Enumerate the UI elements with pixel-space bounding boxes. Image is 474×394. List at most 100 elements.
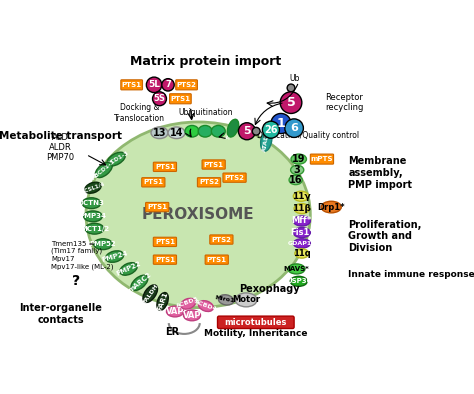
Text: 13: 13 — [153, 128, 166, 138]
Text: Motor: Motor — [232, 296, 260, 305]
Ellipse shape — [211, 125, 225, 137]
Text: ACBD4: ACBD4 — [194, 300, 218, 312]
Ellipse shape — [321, 201, 341, 213]
Text: Innate immune response: Innate immune response — [348, 270, 474, 279]
Text: PMP34: PMP34 — [80, 213, 107, 219]
Ellipse shape — [293, 239, 310, 248]
Text: ABCD1-3: ABCD1-3 — [91, 159, 117, 181]
Text: mPTS: mPTS — [310, 156, 333, 162]
Text: 5: 5 — [287, 96, 295, 109]
Text: PMP52: PMP52 — [90, 241, 116, 247]
Text: microtubules: microtubules — [224, 318, 287, 327]
FancyBboxPatch shape — [153, 162, 176, 171]
Text: FALDH: FALDH — [142, 283, 159, 305]
Text: 11q: 11q — [293, 249, 311, 258]
Ellipse shape — [94, 239, 112, 250]
Text: PTS1: PTS1 — [155, 164, 175, 170]
Text: Motility, Inheritance: Motility, Inheritance — [204, 329, 307, 338]
Text: ?: ? — [72, 273, 80, 288]
Ellipse shape — [85, 223, 104, 234]
FancyBboxPatch shape — [223, 173, 246, 182]
Circle shape — [238, 123, 255, 140]
Text: Ub: Ub — [289, 74, 299, 83]
FancyBboxPatch shape — [176, 80, 197, 90]
Ellipse shape — [228, 119, 239, 137]
Text: Mpv17
Mpv17-like (ML-2): Mpv17 Mpv17-like (ML-2) — [51, 256, 114, 269]
Text: PMP24: PMP24 — [101, 250, 128, 263]
Circle shape — [285, 119, 303, 138]
Text: Drp1*: Drp1* — [318, 203, 345, 212]
Text: MAVS*: MAVS* — [283, 266, 310, 272]
Ellipse shape — [131, 275, 148, 290]
Text: Fis1*: Fis1* — [290, 228, 314, 237]
Text: 5S: 5S — [154, 94, 165, 103]
Text: ATAD1: ATAD1 — [262, 129, 271, 152]
Text: 5: 5 — [243, 126, 251, 136]
Text: ACBD5: ACBD5 — [176, 297, 200, 309]
Ellipse shape — [82, 198, 100, 208]
Text: 3: 3 — [294, 165, 301, 175]
Text: PTS1: PTS1 — [207, 256, 227, 263]
Text: ACSL1/4: ACSL1/4 — [80, 181, 106, 194]
Text: Receptor
recycling: Receptor recycling — [325, 93, 364, 112]
Text: PMP22: PMP22 — [115, 260, 142, 277]
Ellipse shape — [86, 122, 310, 308]
Text: PEROXISOME: PEROXISOME — [142, 207, 255, 222]
Ellipse shape — [199, 301, 213, 312]
Text: Metabolite transport: Metabolite transport — [0, 131, 122, 141]
Text: Tmem135 =
(Tim17 family): Tmem135 = (Tim17 family) — [51, 240, 102, 254]
Text: ALD
ALDR
PMP70: ALD ALDR PMP70 — [46, 133, 74, 162]
Text: 11γ: 11γ — [292, 192, 310, 201]
Text: ER: ER — [165, 327, 180, 337]
Text: PTS2: PTS2 — [177, 82, 197, 88]
Text: Matrix protein import: Matrix protein import — [129, 56, 281, 69]
Text: Mff*: Mff* — [292, 216, 312, 225]
Text: USP30: USP30 — [286, 278, 311, 284]
Ellipse shape — [289, 175, 302, 185]
Text: Pexophagy: Pexophagy — [239, 284, 300, 294]
Text: PTS1: PTS1 — [147, 204, 167, 210]
Text: PTS1: PTS1 — [155, 239, 175, 245]
Text: Dislocation/Quality control: Dislocation/Quality control — [257, 131, 359, 140]
Ellipse shape — [181, 298, 196, 309]
Ellipse shape — [84, 211, 102, 222]
Text: Proliferation,
Growth and
Division: Proliferation, Growth and Division — [348, 220, 422, 253]
Ellipse shape — [95, 162, 112, 178]
Text: PTS2: PTS2 — [199, 179, 219, 185]
FancyBboxPatch shape — [146, 203, 169, 212]
Text: 11β: 11β — [292, 204, 311, 213]
FancyBboxPatch shape — [121, 80, 143, 90]
Ellipse shape — [293, 191, 309, 201]
Text: 12: 12 — [212, 127, 225, 136]
FancyBboxPatch shape — [205, 255, 228, 264]
Circle shape — [271, 113, 291, 134]
Ellipse shape — [143, 285, 157, 303]
Ellipse shape — [295, 249, 309, 258]
Text: 7: 7 — [165, 80, 171, 89]
Ellipse shape — [198, 125, 212, 137]
Text: TRIM37: TRIM37 — [227, 116, 239, 140]
Text: PTS2: PTS2 — [225, 175, 245, 181]
Text: Ub: Ub — [247, 125, 256, 130]
Ellipse shape — [166, 306, 183, 317]
Ellipse shape — [290, 276, 307, 286]
Ellipse shape — [291, 165, 304, 175]
Circle shape — [153, 92, 166, 106]
FancyBboxPatch shape — [153, 237, 176, 247]
Text: PTS1: PTS1 — [122, 82, 142, 88]
FancyBboxPatch shape — [210, 235, 233, 244]
Text: PTS2: PTS2 — [211, 236, 231, 243]
Circle shape — [162, 79, 174, 91]
Ellipse shape — [261, 130, 272, 151]
Text: MCT1/2: MCT1/2 — [80, 226, 109, 232]
Ellipse shape — [157, 292, 168, 310]
Text: 6: 6 — [290, 123, 298, 133]
Text: GDAP1*: GDAP1* — [288, 241, 316, 246]
Ellipse shape — [168, 127, 185, 139]
Text: Inter-organelle
contacts: Inter-organelle contacts — [19, 303, 102, 325]
Text: OCTN3: OCTN3 — [78, 200, 105, 206]
Text: VAP: VAP — [183, 311, 201, 320]
Text: mARC2: mARC2 — [127, 271, 152, 294]
Circle shape — [252, 127, 260, 135]
Ellipse shape — [106, 251, 124, 262]
